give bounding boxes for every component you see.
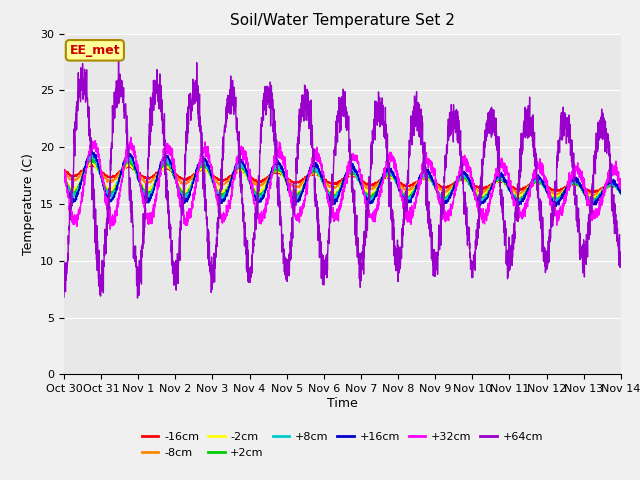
-8cm [589,194,596,200]
+32cm [547,193,554,199]
+8cm [546,193,554,199]
-2cm [157,168,164,173]
+8cm [617,192,625,197]
Line: -2cm: -2cm [64,162,621,200]
-8cm [546,189,554,194]
-16cm [157,169,164,175]
Line: +32cm: +32cm [64,137,621,229]
+64cm [298,93,306,98]
+8cm [157,164,164,170]
+32cm [127,134,134,140]
+2cm [60,170,68,176]
+8cm [606,180,614,186]
+64cm [124,145,132,151]
+64cm [60,294,68,300]
Text: EE_met: EE_met [70,44,120,57]
Line: +16cm: +16cm [64,150,621,206]
+2cm [617,191,625,197]
+64cm [617,253,625,259]
-8cm [90,159,97,165]
-8cm [157,166,164,172]
-16cm [60,167,68,173]
-8cm [274,168,282,174]
+8cm [60,171,68,177]
+64cm [547,229,554,235]
+32cm [606,172,614,178]
+8cm [551,201,559,207]
+2cm [274,167,282,172]
+32cm [124,152,132,158]
-2cm [298,186,306,192]
+32cm [274,146,282,152]
-16cm [606,184,614,190]
+32cm [617,186,625,192]
+16cm [606,178,614,183]
+64cm [274,192,282,198]
Legend: -16cm, -8cm, -2cm, +2cm, +8cm, +16cm, +32cm, +64cm: -16cm, -8cm, -2cm, +2cm, +8cm, +16cm, +3… [138,428,547,462]
+32cm [60,171,68,177]
-16cm [546,186,554,192]
+16cm [298,191,306,196]
+16cm [274,161,282,167]
-16cm [617,185,625,191]
Line: -16cm: -16cm [64,165,621,193]
+16cm [124,152,132,157]
+2cm [124,158,132,164]
+64cm [115,56,122,61]
+64cm [134,295,141,301]
+8cm [88,151,95,157]
+2cm [298,188,306,193]
-16cm [90,162,98,168]
-8cm [60,168,68,174]
+8cm [124,157,132,163]
-16cm [589,190,597,196]
+8cm [274,163,282,169]
-2cm [274,169,282,175]
+16cm [87,147,95,153]
+64cm [157,97,164,103]
-2cm [89,159,97,165]
Line: +8cm: +8cm [64,154,621,204]
-2cm [617,190,625,195]
-2cm [60,172,68,178]
+32cm [298,208,306,214]
+2cm [606,182,614,188]
+2cm [87,156,95,162]
+32cm [106,226,114,232]
+16cm [552,204,560,209]
Line: +2cm: +2cm [64,159,621,202]
-2cm [606,180,614,186]
-2cm [124,161,132,167]
-8cm [124,162,132,168]
+16cm [157,162,164,168]
-2cm [546,191,554,197]
X-axis label: Time: Time [327,397,358,410]
-16cm [274,169,282,175]
-8cm [606,181,614,187]
+32cm [157,168,164,173]
Title: Soil/Water Temperature Set 2: Soil/Water Temperature Set 2 [230,13,455,28]
Line: -8cm: -8cm [64,162,621,197]
+2cm [553,199,561,204]
+16cm [60,171,68,177]
+2cm [157,167,164,173]
-16cm [298,178,306,184]
-8cm [617,187,625,193]
-16cm [124,163,132,169]
+2cm [546,194,554,200]
+16cm [546,195,554,201]
-2cm [552,197,559,203]
Y-axis label: Temperature (C): Temperature (C) [22,153,35,255]
+64cm [606,155,614,161]
Line: +64cm: +64cm [64,59,621,298]
-8cm [298,181,306,187]
+8cm [298,188,306,193]
+16cm [617,190,625,196]
